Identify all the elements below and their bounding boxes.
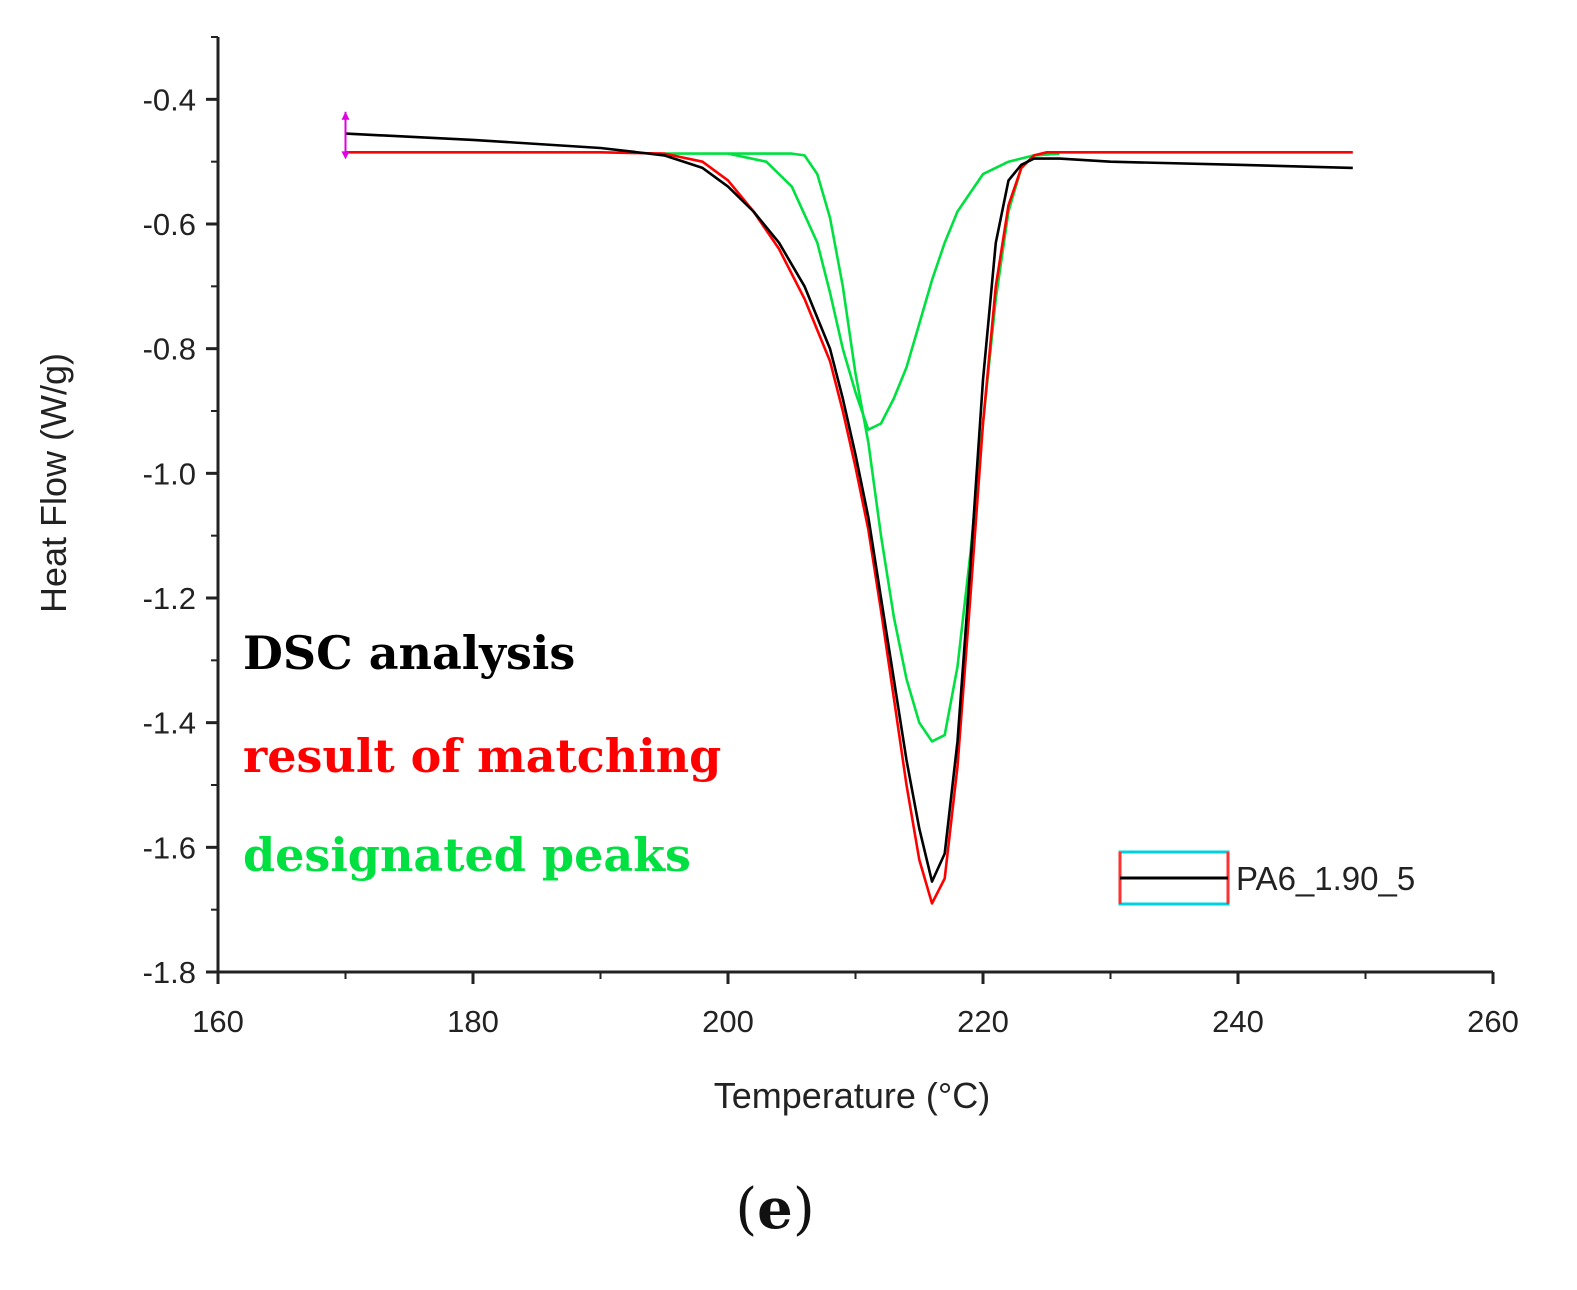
- start-marker-arrow-up: [341, 111, 350, 120]
- x-tick-label: 180: [447, 1004, 499, 1039]
- series-line-dsc-analysis: [345, 132, 1353, 883]
- y-tick-label: -1.6: [143, 830, 196, 865]
- axes: 160 180 200 220 240 260 -0.4 -0.6 -0.8 -1.0 -1.2 -1…: [143, 36, 1519, 1039]
- y-axis-title: Heat Flow (W/g): [33, 353, 74, 613]
- y-tick-label: -0.6: [143, 207, 196, 242]
- x-tick-label: 200: [702, 1004, 754, 1039]
- series-line-designated-peaks: [664, 152, 1060, 743]
- start-marker-arrow-down: [341, 151, 350, 160]
- annotation-dsc-analysis: DSC analysis: [243, 626, 575, 680]
- series-layer: [345, 132, 1353, 905]
- panel-label: (e): [735, 1176, 814, 1242]
- start-marker: [341, 111, 350, 160]
- y-tick-label: -0.8: [143, 332, 196, 367]
- y-tick-label: -1.2: [143, 581, 196, 616]
- legend-label: PA6_1.90_5: [1236, 860, 1415, 897]
- x-tick-label: 160: [192, 1004, 244, 1039]
- annotation-designated-peaks: designated peaks: [243, 828, 691, 882]
- y-tick-label: -1.4: [143, 706, 196, 741]
- x-tick-label: 260: [1467, 1004, 1519, 1039]
- x-tick-label: 220: [957, 1004, 1009, 1039]
- x-tick-label: 240: [1212, 1004, 1264, 1039]
- legend: PA6_1.90_5: [1118, 850, 1415, 906]
- annotation-result-of-matching: result of matching: [243, 729, 721, 783]
- series-line-result-of-matching: [345, 151, 1353, 905]
- x-axis-title: Temperature (°C): [714, 1075, 990, 1116]
- series-line-designated-peak-1: [727, 152, 1060, 431]
- y-tick-label: -1.0: [143, 456, 196, 491]
- y-tick-label: -1.8: [143, 955, 196, 990]
- y-tick-label: -0.4: [143, 82, 196, 117]
